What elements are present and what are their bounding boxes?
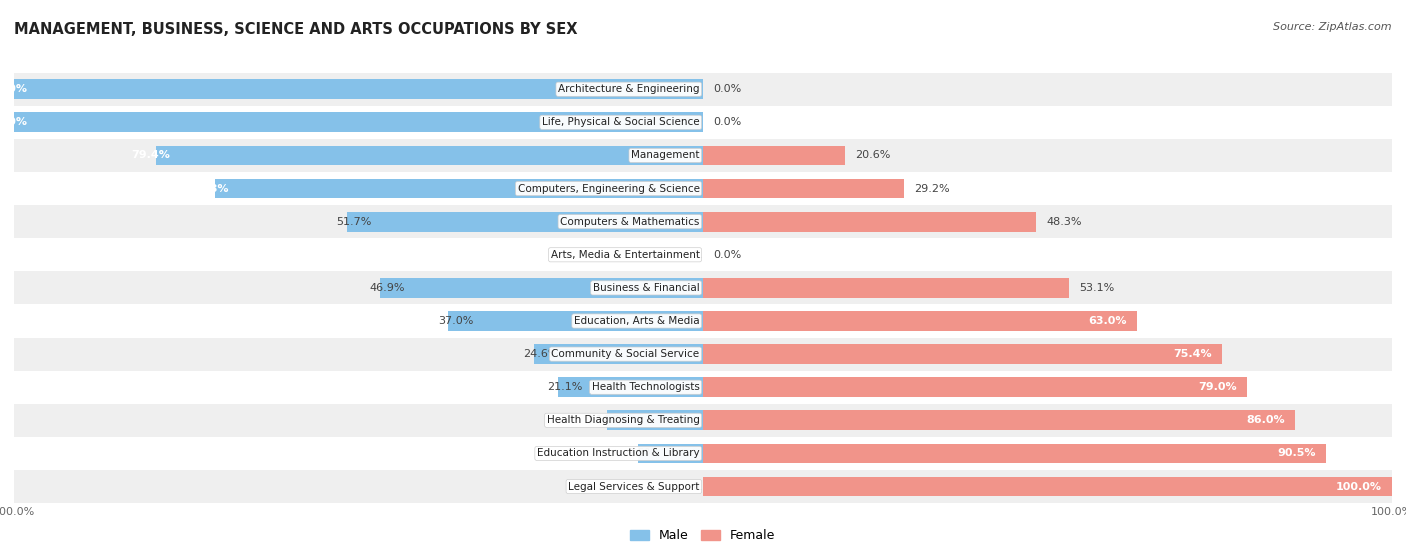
Text: Community & Social Service: Community & Social Service (551, 349, 700, 359)
Bar (703, 443, 1326, 463)
Bar (14, 404, 703, 437)
Bar (703, 205, 1392, 238)
Bar (703, 410, 1295, 430)
Bar (703, 73, 1392, 106)
Text: Architecture & Engineering: Architecture & Engineering (558, 84, 700, 94)
Text: 0.0%: 0.0% (713, 250, 741, 260)
Text: 79.0%: 79.0% (1198, 382, 1237, 392)
Text: 86.0%: 86.0% (1247, 415, 1285, 425)
Text: 37.0%: 37.0% (437, 316, 474, 326)
Text: 75.4%: 75.4% (1174, 349, 1212, 359)
Text: Health Diagnosing & Treating: Health Diagnosing & Treating (547, 415, 700, 425)
Text: 48.3%: 48.3% (1046, 217, 1081, 226)
Bar (14, 371, 703, 404)
Text: 0.0%: 0.0% (693, 250, 721, 260)
Text: 21.1%: 21.1% (547, 382, 582, 392)
Bar (703, 278, 1069, 298)
Bar (703, 139, 1392, 172)
Text: 0.0%: 0.0% (713, 117, 741, 127)
Bar (703, 305, 1392, 338)
Bar (703, 238, 1392, 271)
Bar (14, 172, 703, 205)
Bar (14, 139, 703, 172)
Text: 20.6%: 20.6% (855, 150, 890, 160)
Text: Business & Financial: Business & Financial (593, 283, 700, 293)
Bar (533, 344, 703, 364)
Bar (14, 238, 703, 271)
Bar (347, 212, 703, 231)
Bar (14, 112, 703, 132)
Bar (703, 106, 1392, 139)
Text: 0.0%: 0.0% (713, 84, 741, 94)
Bar (703, 212, 1036, 231)
Bar (14, 79, 703, 99)
Text: 9.5%: 9.5% (627, 448, 655, 458)
Bar (14, 73, 703, 106)
Text: 46.9%: 46.9% (370, 283, 405, 293)
Bar (14, 338, 703, 371)
Bar (703, 271, 1392, 305)
Text: Health Technologists: Health Technologists (592, 382, 700, 392)
Text: 79.4%: 79.4% (131, 150, 170, 160)
Bar (156, 145, 703, 165)
Text: 90.5%: 90.5% (1278, 448, 1316, 458)
Bar (703, 145, 845, 165)
Text: Computers, Engineering & Science: Computers, Engineering & Science (517, 183, 700, 193)
Bar (703, 179, 904, 198)
Bar (703, 377, 1247, 397)
Text: 24.6%: 24.6% (523, 349, 558, 359)
Bar (703, 437, 1392, 470)
Bar (606, 410, 703, 430)
Bar (14, 271, 703, 305)
Bar (703, 311, 1137, 331)
Bar (703, 477, 1392, 496)
Bar (449, 311, 703, 331)
Bar (703, 338, 1392, 371)
Bar (703, 404, 1392, 437)
Text: Management: Management (631, 150, 700, 160)
Text: Source: ZipAtlas.com: Source: ZipAtlas.com (1274, 22, 1392, 32)
Text: 100.0%: 100.0% (1336, 481, 1382, 491)
Text: Life, Physical & Social Science: Life, Physical & Social Science (541, 117, 700, 127)
Text: 0.0%: 0.0% (693, 481, 721, 491)
Text: 51.7%: 51.7% (336, 217, 371, 226)
Text: Computers & Mathematics: Computers & Mathematics (560, 217, 700, 226)
Bar (14, 205, 703, 238)
Text: 53.1%: 53.1% (1080, 283, 1115, 293)
Bar (14, 106, 703, 139)
Text: 70.8%: 70.8% (190, 183, 229, 193)
Bar (637, 443, 703, 463)
Text: 100.0%: 100.0% (0, 84, 28, 94)
Text: 100.0%: 100.0% (0, 117, 28, 127)
Text: Legal Services & Support: Legal Services & Support (568, 481, 700, 491)
Text: MANAGEMENT, BUSINESS, SCIENCE AND ARTS OCCUPATIONS BY SEX: MANAGEMENT, BUSINESS, SCIENCE AND ARTS O… (14, 22, 578, 37)
Text: Education, Arts & Media: Education, Arts & Media (574, 316, 700, 326)
Bar (14, 437, 703, 470)
Bar (703, 344, 1222, 364)
Text: Education Instruction & Library: Education Instruction & Library (537, 448, 700, 458)
Bar (215, 179, 703, 198)
Bar (703, 371, 1392, 404)
Legend: Male, Female: Male, Female (626, 524, 780, 547)
Bar (380, 278, 703, 298)
Bar (703, 470, 1392, 503)
Bar (14, 305, 703, 338)
Text: 14.0%: 14.0% (596, 415, 631, 425)
Bar (703, 172, 1392, 205)
Text: 29.2%: 29.2% (914, 183, 950, 193)
Bar (14, 470, 703, 503)
Bar (558, 377, 703, 397)
Text: Arts, Media & Entertainment: Arts, Media & Entertainment (551, 250, 700, 260)
Text: 63.0%: 63.0% (1088, 316, 1126, 326)
